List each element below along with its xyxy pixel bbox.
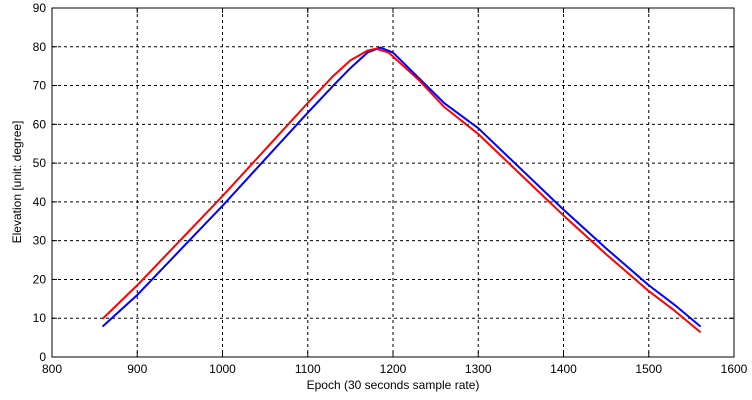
x-tick-label: 900	[127, 362, 147, 376]
series-line-1	[102, 47, 701, 333]
x-tick-label: 800	[42, 362, 62, 376]
y-tick-label: 0	[39, 350, 46, 364]
y-tick-label: 10	[33, 311, 47, 325]
y-tick-label: 90	[33, 1, 47, 15]
series-layer	[102, 46, 701, 333]
x-tick-labels: 800 900 1000 1100 1200 1300 1400 1500 1600	[42, 362, 748, 376]
x-tick-label: 1600	[721, 362, 748, 376]
y-tick-label: 40	[33, 195, 47, 209]
grid	[52, 8, 734, 357]
x-tick-label: 1300	[465, 362, 492, 376]
x-tick-label: 1400	[550, 362, 577, 376]
y-tick-label: 20	[33, 272, 47, 286]
x-tick-label: 1200	[380, 362, 407, 376]
x-tick-label: 1500	[635, 362, 662, 376]
series-line-0	[102, 46, 701, 327]
y-tick-labels: 0 10 20 30 40 50 60 70 80 90	[33, 1, 47, 364]
x-tick-label: 1100	[295, 362, 321, 376]
y-tick-label: 70	[33, 79, 47, 93]
y-tick-label: 80	[33, 40, 47, 54]
y-tick-label: 50	[33, 156, 47, 170]
y-tick-label: 30	[33, 234, 47, 248]
y-tick-label: 60	[33, 117, 47, 131]
y-axis-title: Elevation [unit: degree]	[10, 121, 24, 244]
x-tick-label: 1000	[209, 362, 236, 376]
x-axis-title: Epoch (30 seconds sample rate)	[307, 378, 480, 392]
ticks	[51, 7, 735, 358]
